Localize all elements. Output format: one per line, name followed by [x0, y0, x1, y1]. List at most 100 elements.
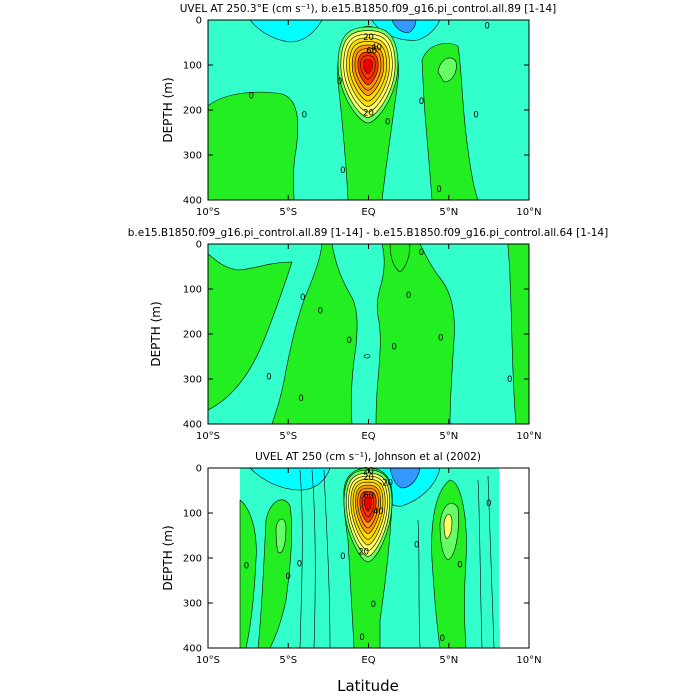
positive-region-west [239, 499, 257, 648]
contour-label: 0 [286, 572, 291, 582]
y-tick-label: 0 [196, 464, 202, 475]
y-tick-label: 400 [183, 644, 202, 655]
panel-2-ylabel: DEPTH (m) [149, 301, 163, 366]
negative-region-east [419, 244, 529, 424]
panel-2-axes: 10°S 5°S EQ 5°N 10°N 0 100 200 300 400 [183, 240, 542, 443]
x-tick-label: 5°N [439, 207, 458, 218]
contour-label: 0 [385, 118, 390, 128]
panel-2-contour-labels: 0 0 0 0 0 0 0 0 0 0 [266, 248, 512, 404]
small-cell [363, 354, 371, 359]
panel-2-field [208, 244, 529, 424]
undercurrent-core [337, 26, 399, 124]
contour-label: 0 [419, 97, 424, 107]
y-tick-label: 0 [196, 16, 202, 27]
y-tick-label: 200 [183, 106, 202, 117]
x-tick-label: 5°N [439, 431, 458, 442]
positive-region-east [421, 43, 479, 200]
panel-1-title: UVEL AT 250.3°E (cm s⁻¹), b.e15.B1850.f0… [180, 3, 557, 15]
panel-3: UVEL AT 250 (cm s⁻¹), Johnson et al (200… [161, 451, 542, 695]
negative-region-central [331, 244, 385, 424]
x-tick-label: 10°S [196, 655, 220, 666]
contour-label: 0 [436, 185, 441, 195]
contour-label: 0 [486, 499, 491, 509]
contour-label: 0 [473, 111, 478, 121]
x-tick-label: 10°N [516, 431, 541, 442]
x-tick-label: 10°N [516, 655, 541, 666]
contour-label: 0 [485, 21, 490, 31]
contour-label: 0 [244, 562, 249, 572]
contour-label: 0 [440, 634, 445, 644]
y-tick-label: 400 [183, 196, 202, 207]
contour-label: 0 [371, 600, 376, 610]
x-tick-label: EQ [361, 655, 375, 666]
x-tick-label: 10°S [196, 431, 220, 442]
positive-region-west-core [275, 518, 287, 554]
contour-label: 20 [363, 33, 374, 43]
panel-2: b.e15.B1850.f09_g16.pi_control.all.89 [1… [128, 227, 608, 442]
negative-region-surface [249, 468, 331, 491]
negative-region-surface-core [389, 468, 421, 489]
negative-region-surface-west [249, 20, 323, 43]
contour-label: 0 [347, 336, 352, 346]
contour-label: 0 [297, 559, 302, 569]
contour-label: 60 [366, 47, 377, 57]
positive-region-east-max [443, 514, 453, 539]
contour-label: -20 [379, 478, 393, 488]
y-tick-label: 400 [183, 420, 202, 431]
y-tick-label: 0 [196, 240, 202, 251]
contour-label: 40 [371, 43, 382, 53]
panel-2-title: b.e15.B1850.f09_g16.pi_control.all.89 [1… [128, 227, 608, 239]
contour-label: 20 [358, 547, 369, 557]
contour-label: 0 [300, 293, 305, 303]
panel-1-ylabel: DEPTH (m) [161, 77, 175, 142]
positive-region-southeast [507, 244, 529, 424]
panel-1: UVEL AT 250.3°E (cm s⁻¹), b.e15.B1850.f0… [161, 3, 556, 218]
y-tick-label: 200 [183, 330, 202, 341]
contour-label: 0 [406, 291, 411, 301]
x-tick-label: EQ [361, 207, 375, 218]
contour-label: 0 [391, 343, 396, 353]
contour-label: 40 [373, 507, 384, 517]
domain-east-notch [496, 628, 500, 648]
panel-3-title: UVEL AT 250 (cm s⁻¹), Johnson et al (200… [255, 451, 481, 463]
contour-label: 0 [249, 92, 254, 102]
contour-label: 0 [266, 372, 271, 382]
x-tick-label: 5°N [439, 655, 458, 666]
contour-label: 0 [359, 633, 364, 643]
y-tick-label: 100 [183, 509, 202, 520]
x-tick-label: 5°S [279, 655, 297, 666]
positive-region-east-core [437, 57, 457, 83]
negative-region-surface-core [391, 20, 417, 33]
x-tick-label: 10°S [196, 207, 220, 218]
undercurrent-contour [364, 496, 372, 512]
y-tick-label: 300 [183, 151, 202, 162]
y-tick-label: 200 [183, 554, 202, 565]
y-tick-label: 300 [183, 599, 202, 610]
contour-label: 0 [337, 77, 342, 87]
y-tick-label: 300 [183, 375, 202, 386]
panel-3-xlabel: Latitude [337, 677, 399, 695]
contour-label: 0 [340, 166, 345, 176]
undercurrent-contour [363, 58, 373, 75]
contour-label: 0 [457, 560, 462, 570]
contour-label: 0 [340, 552, 345, 562]
contour-label: 0 [302, 111, 307, 121]
contour-lines-west [299, 469, 331, 648]
panel-1-field [208, 20, 529, 200]
x-tick-label: 5°S [279, 431, 297, 442]
contour-label: 0 [419, 248, 424, 258]
y-tick-label: 100 [183, 285, 202, 296]
contour-label: 0 [414, 541, 419, 551]
undercurrent-core [343, 469, 393, 563]
x-tick-label: EQ [361, 431, 375, 442]
contour-label: 20 [363, 108, 374, 118]
contour-label: 0 [507, 375, 512, 385]
contour-label: 0 [438, 334, 443, 344]
y-tick-label: 100 [183, 61, 202, 72]
panel-3-ylabel: DEPTH (m) [161, 525, 175, 590]
